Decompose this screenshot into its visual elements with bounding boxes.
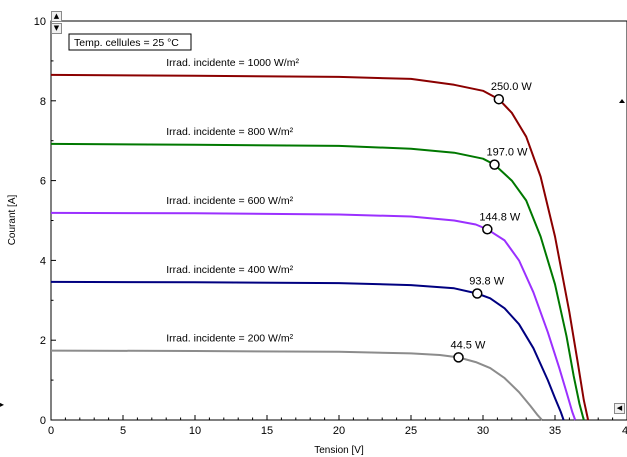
mpp-label: 93.8 W — [469, 276, 504, 288]
x-tick-label: 25 — [405, 425, 417, 437]
mpp-marker — [489, 159, 500, 170]
x-axis-title: Tension [V] — [314, 445, 364, 456]
y-scale-down-button[interactable]: ▼ — [51, 23, 62, 34]
x-tick-label: 20 — [333, 425, 345, 437]
mpp-marker — [493, 93, 505, 105]
y-tick-label: 6 — [40, 176, 46, 188]
mpp-marker — [471, 288, 483, 299]
mpp-label: 197.0 W — [487, 147, 529, 159]
y-tick-label: 2 — [40, 335, 46, 347]
right-edge-arrow-up — [619, 99, 625, 103]
mpp-markers: 250.0 W 197.0 W 144.8 W 93.8 W 44.5 W — [451, 81, 533, 363]
x-tick-label: 10 — [189, 425, 201, 437]
left-edge-arrow: ▸ — [0, 400, 5, 409]
mpp-label: 250.0 W — [491, 81, 533, 93]
y-tick-label: 0 — [40, 415, 46, 427]
series-line-2 — [50, 211, 577, 421]
x-tick-label: 4 — [622, 425, 627, 437]
series-line-4 — [50, 349, 543, 421]
y-scale-up-button[interactable]: ▲ — [51, 11, 62, 22]
x-tick-label: 0 — [48, 425, 54, 437]
mpp-label: 44.5 W — [451, 339, 486, 351]
series-curves — [50, 73, 590, 421]
mpp-marker — [453, 352, 464, 363]
y-tick-label: 8 — [40, 96, 46, 108]
y-tick-label: 10 — [34, 16, 46, 28]
x-scale-button[interactable]: ◀ — [614, 403, 625, 414]
x-tick-label: 5 — [120, 425, 126, 437]
x-tick-label: 35 — [549, 425, 561, 437]
series-label: Irrad. incidente = 600 W/m² — [166, 195, 293, 207]
series-label: Irrad. incidente = 1000 W/m² — [166, 57, 299, 69]
series-label: Irrad. incidente = 200 W/m² — [166, 333, 293, 345]
series-labels: Irrad. incidente = 1000 W/m² Irrad. incid… — [166, 57, 299, 345]
plot-area — [50, 20, 627, 421]
mpp-label: 144.8 W — [479, 211, 521, 223]
y-axis-title: Courant [A] — [7, 194, 18, 245]
x-tick-label: 15 — [261, 425, 273, 437]
series-line-3 — [50, 280, 565, 421]
temperature-annotation: Temp. cellules = 25 °C — [74, 37, 179, 49]
mpp-marker — [482, 224, 493, 235]
annotation-box — [68, 33, 192, 51]
series-label: Irrad. incidente = 800 W/m² — [166, 126, 293, 138]
series-label: Irrad. incidente = 400 W/m² — [166, 264, 293, 276]
y-tick-label: 4 — [40, 255, 46, 267]
series-line-1 — [50, 142, 585, 421]
series-line-0 — [50, 73, 590, 421]
x-tick-label: 30 — [477, 425, 489, 437]
